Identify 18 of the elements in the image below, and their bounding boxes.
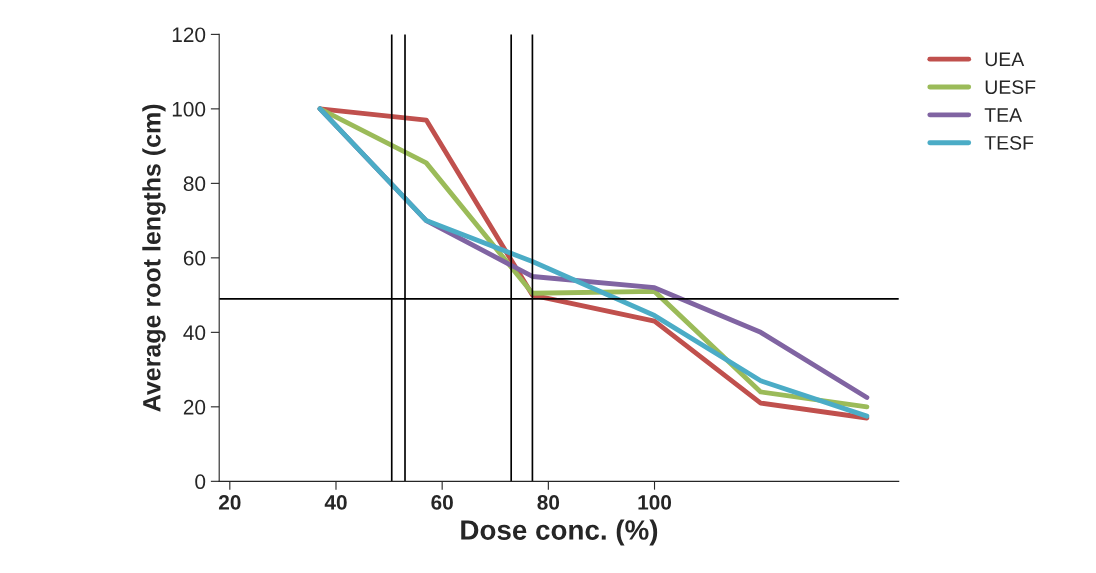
legend-label: UEA (985, 52, 1025, 67)
y-tick-label: 60 (183, 250, 206, 266)
legend-label: UESF (985, 80, 1036, 95)
x-tick-label: 100 (638, 495, 672, 510)
y-axis-title: Average root lengths (cm) (142, 104, 166, 412)
legend-label: TEA (984, 108, 1023, 122)
y-tick-label: 100 (172, 101, 206, 117)
x-tick-label: 60 (431, 495, 453, 510)
legend-label: TESF (984, 135, 1034, 150)
y-tick-label: 120 (172, 27, 206, 43)
y-tick-label: 80 (183, 176, 206, 192)
x-axis-title: Dose conc. (%) (461, 519, 658, 546)
y-tick-label: 40 (183, 325, 206, 341)
x-tick-label: 40 (324, 495, 347, 510)
y-tick-label: 0 (195, 474, 206, 490)
x-tick-label: 20 (218, 495, 241, 510)
x-tick-label: 80 (537, 495, 560, 510)
y-tick-label: 20 (183, 399, 206, 415)
